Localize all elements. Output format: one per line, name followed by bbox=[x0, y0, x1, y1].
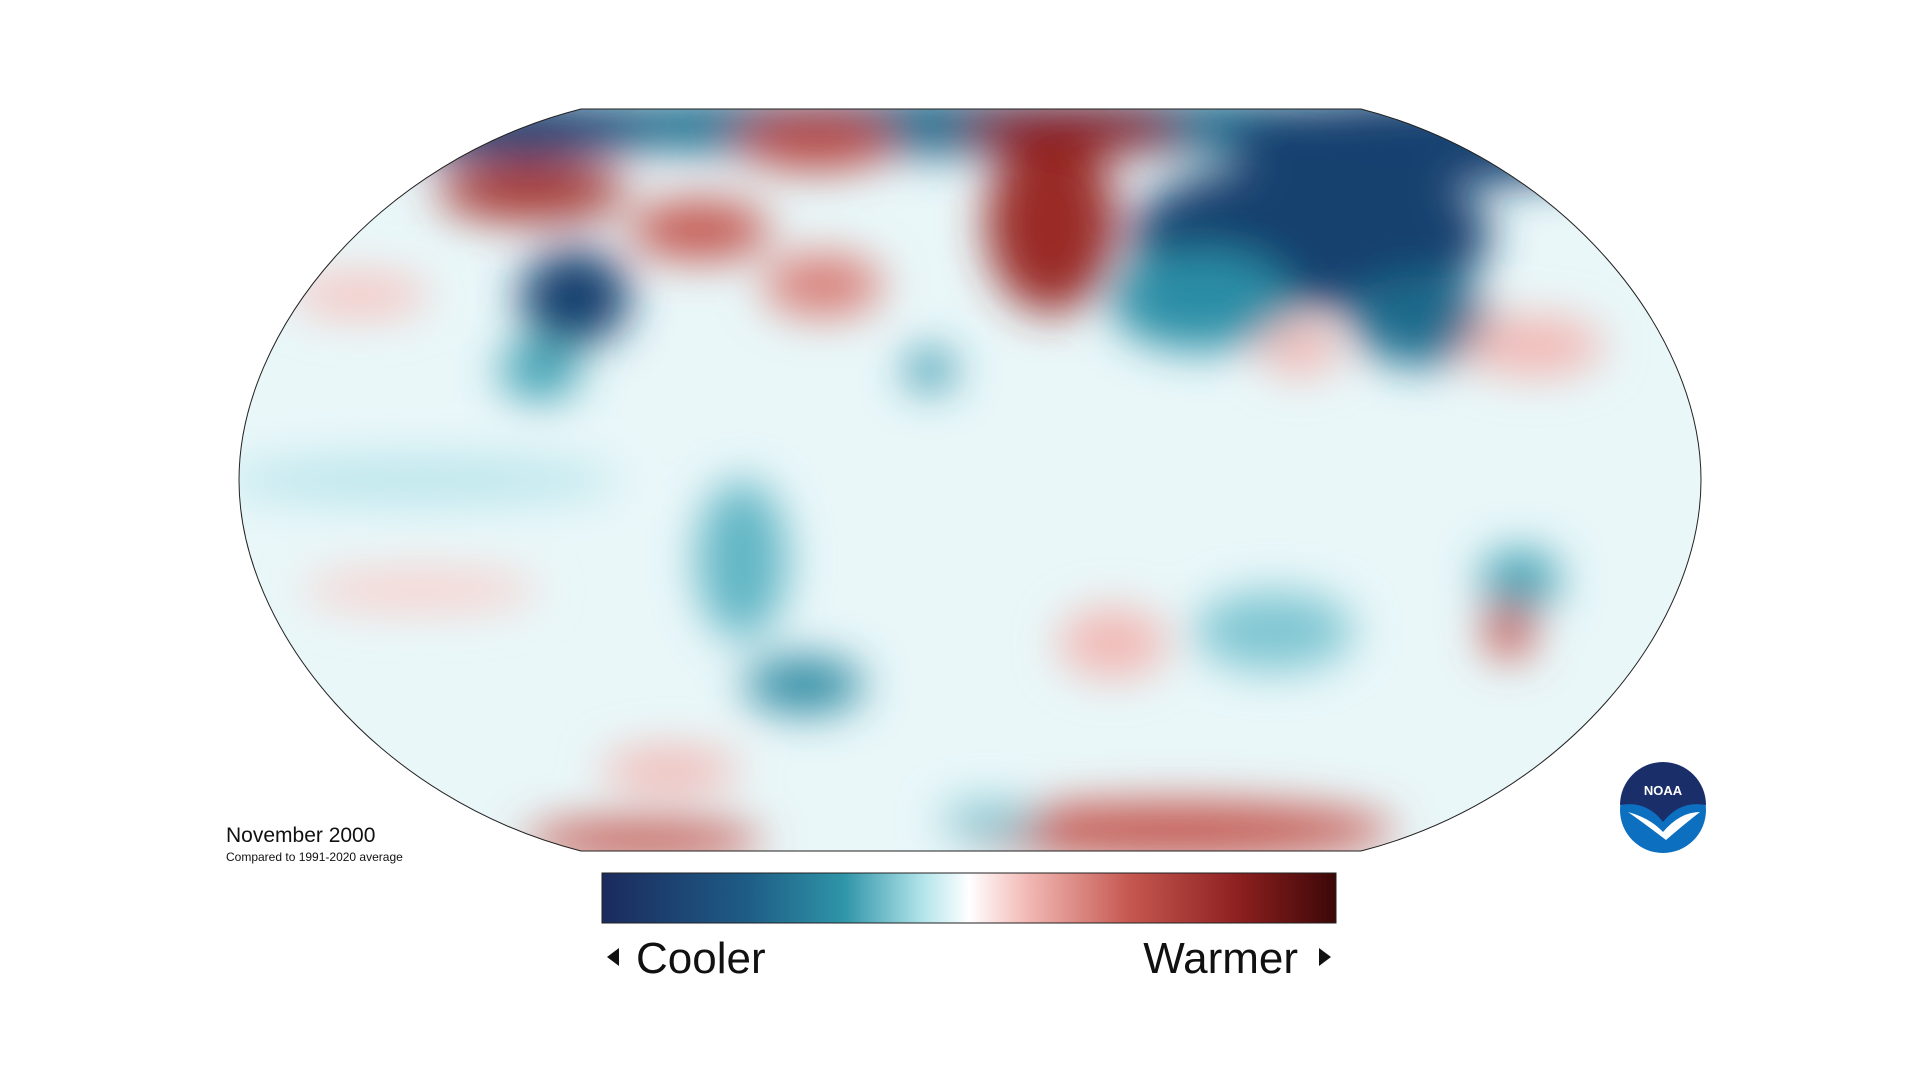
map-subtitle: Compared to 1991-2020 average bbox=[226, 850, 403, 864]
logo-text: NOAA bbox=[1644, 783, 1683, 798]
legend-high: Warmer bbox=[1143, 934, 1298, 983]
arrow-left bbox=[607, 948, 619, 966]
legend-low: Cooler bbox=[636, 934, 766, 983]
map-outline bbox=[238, 108, 1702, 852]
logo: NOAA bbox=[1620, 762, 1706, 853]
anomaly-map bbox=[239, 109, 1701, 851]
arrow-right bbox=[1319, 948, 1331, 966]
map-title: November 2000 bbox=[226, 824, 375, 847]
color-scale bbox=[601, 872, 1337, 924]
